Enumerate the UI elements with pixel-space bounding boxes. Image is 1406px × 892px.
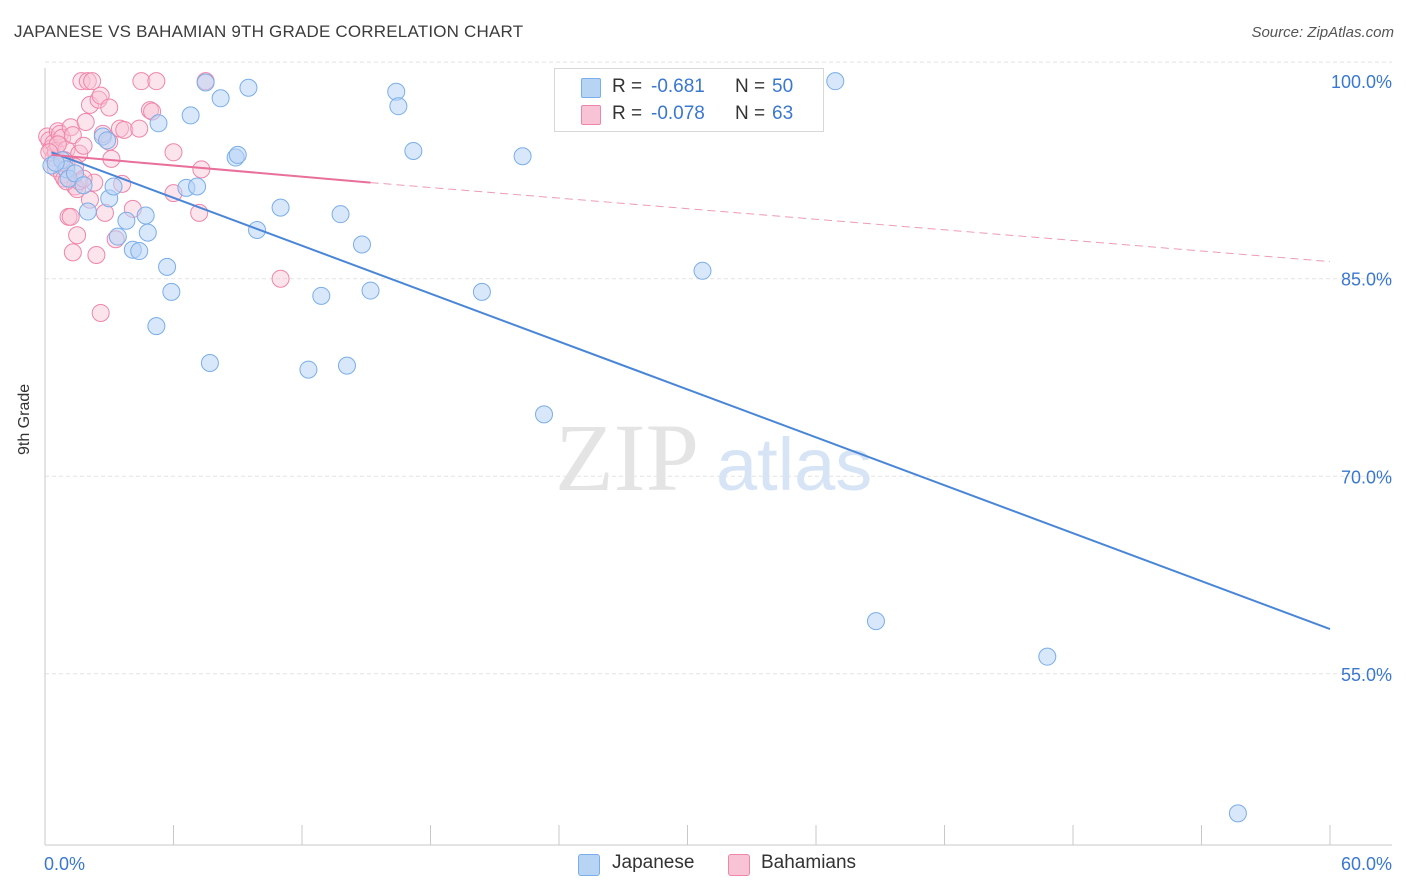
legend-n-value: 63 (772, 103, 794, 124)
japanese-legend-swatch (578, 854, 600, 876)
bahamians-point (74, 136, 93, 155)
x-tick-label: 60.0% (1341, 854, 1392, 874)
japanese-point (361, 281, 380, 300)
japanese-legend-label: Japanese (612, 852, 695, 873)
bahamians-point (91, 303, 110, 322)
japanese-point (108, 227, 127, 246)
bahamians-legend-swatch (728, 854, 750, 876)
bahamians-legend-label: Bahamians (761, 852, 857, 873)
bahamians-trend-line (51, 153, 371, 184)
japanese-point (211, 89, 230, 108)
japanese-point (130, 242, 149, 261)
japanese-point (472, 282, 491, 301)
bahamians-point (68, 226, 87, 245)
japanese-point (299, 360, 318, 379)
japanese-point (200, 353, 219, 372)
japanese-point (826, 72, 845, 91)
bahamians-point (78, 72, 97, 91)
legend-n-label: N = (735, 76, 766, 97)
correlation-legend: R = -0.681 N = 50 R = -0.078 N = 63 (554, 68, 824, 132)
legend-r-value: -0.078 (651, 103, 705, 124)
watermark-zip: ZIP (555, 404, 699, 511)
bahamians-point (87, 246, 106, 265)
japanese-point (1228, 804, 1247, 823)
legend-row-japanese: R = -0.681 N = 50 (555, 73, 823, 101)
bahamians-point (130, 119, 149, 138)
japanese-point (535, 405, 554, 424)
japanese-point (162, 282, 181, 301)
legend-r-value: -0.681 (651, 76, 705, 97)
chart-title: JAPANESE VS BAHAMIAN 9TH GRADE CORRELATI… (14, 22, 524, 41)
x-tick-label: 0.0% (44, 854, 85, 874)
japanese-point (404, 141, 423, 160)
japanese-point (389, 97, 408, 116)
legend-row-bahamians: R = -0.078 N = 63 (555, 100, 823, 128)
bahamians-point (72, 72, 91, 91)
japanese-point (866, 612, 885, 631)
japanese-point (117, 211, 136, 230)
japanese-point (513, 147, 532, 166)
japanese-point (147, 317, 166, 336)
japanese-point (196, 73, 215, 92)
japanese-point (1038, 647, 1057, 666)
y-tick-label: 70.0% (1341, 467, 1392, 487)
japanese-point (181, 106, 200, 125)
japanese-point (136, 206, 155, 225)
legend-n-label: N = (735, 103, 766, 124)
legend-r-label: R = (612, 103, 643, 124)
japanese-point (239, 78, 258, 97)
y-tick-label: 100.0% (1331, 72, 1392, 92)
japanese-point (74, 176, 93, 195)
japanese-point (337, 356, 356, 375)
japanese-point (138, 223, 157, 242)
bahamians-point (115, 120, 134, 139)
bahamians-point (164, 143, 183, 162)
watermark-atlas: atlas (716, 423, 872, 506)
japanese-point (98, 131, 117, 150)
japanese-point (104, 177, 123, 196)
japanese-point (271, 198, 290, 217)
bahamians-point (271, 269, 290, 288)
legend-r-label: R = (612, 76, 643, 97)
bahamians-point (63, 126, 82, 145)
legend-n-value: 50 (772, 76, 794, 97)
bahamians-point (63, 243, 82, 262)
japanese-swatch (581, 78, 601, 98)
japanese-point (331, 205, 350, 224)
bahamians-point (100, 98, 119, 117)
bahamians-swatch (581, 105, 601, 125)
bahamians-point (83, 72, 102, 91)
japanese-point (158, 257, 177, 276)
source-credit: Source: ZipAtlas.com (1251, 24, 1394, 41)
japanese-point (149, 114, 168, 133)
bahamians-point (61, 207, 80, 226)
bahamians-point (76, 112, 95, 131)
japanese-point (188, 177, 207, 196)
japanese-point (312, 286, 331, 305)
japanese-trend-line (51, 151, 1331, 630)
y-tick-label: 85.0% (1341, 270, 1392, 290)
bahamians-trend-extension (370, 182, 1331, 263)
bahamians-point (147, 72, 166, 91)
y-axis-label: 9th Grade (16, 383, 33, 455)
bahamians-point (132, 72, 151, 91)
japanese-point (693, 261, 712, 280)
japanese-point (228, 145, 247, 164)
y-tick-label: 55.0% (1341, 665, 1392, 685)
japanese-point (78, 202, 97, 221)
japanese-point (352, 235, 371, 254)
